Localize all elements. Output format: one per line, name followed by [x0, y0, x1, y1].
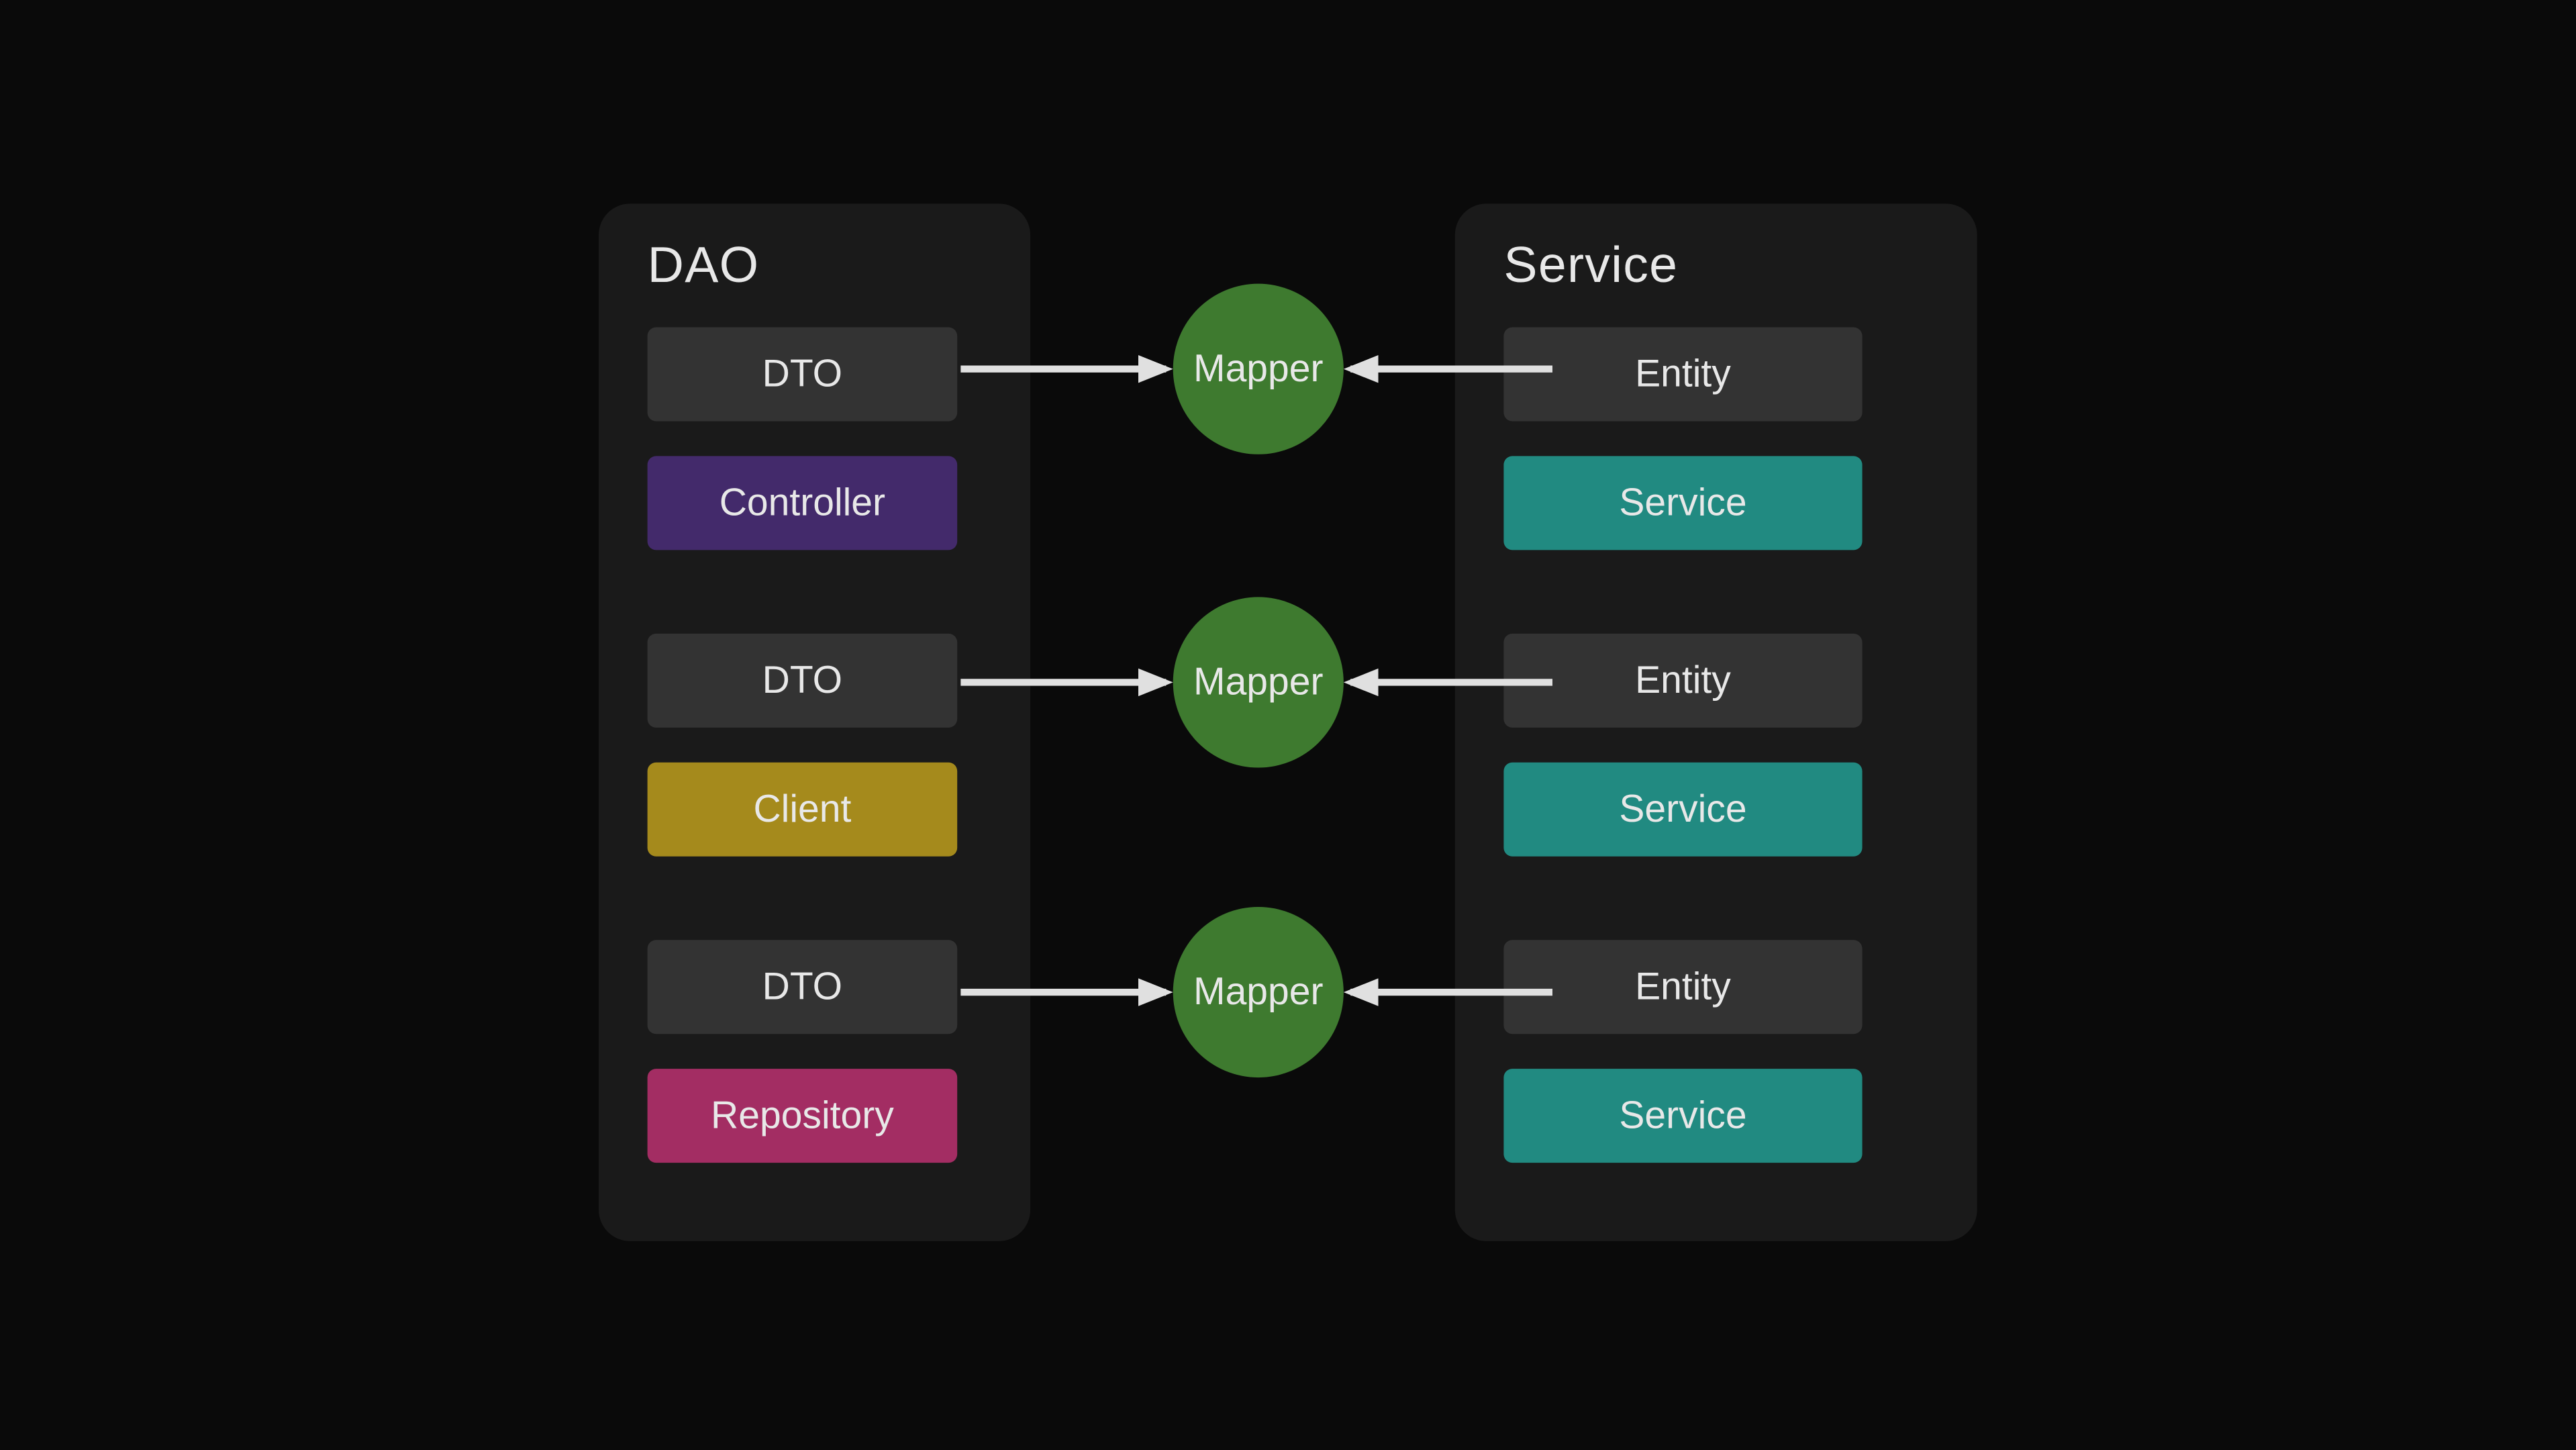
service-panel: Service Entity Service Entity Service En…: [1455, 203, 1977, 1241]
mapper-node: Mapper: [1173, 907, 1344, 1077]
dao-panel-title: DAO: [648, 238, 982, 296]
dao-group-1: DTO Client: [648, 634, 982, 857]
service-box: Service: [1504, 763, 1863, 857]
mapper-node: Mapper: [1173, 597, 1344, 767]
service-box: Service: [1504, 456, 1863, 550]
dto-box: DTO: [648, 634, 958, 728]
service-panel-title: Service: [1504, 238, 1929, 296]
dto-box: DTO: [648, 940, 958, 1034]
mapper-node: Mapper: [1173, 284, 1344, 454]
dao-group-2: DTO Repository: [648, 940, 982, 1163]
service-group-1: Entity Service: [1504, 634, 1929, 857]
entity-box: Entity: [1504, 940, 1863, 1034]
dao-group-0: DTO Controller: [648, 327, 982, 550]
service-group-2: Entity Service: [1504, 940, 1929, 1163]
entity-box: Entity: [1504, 327, 1863, 421]
repository-box: Repository: [648, 1069, 958, 1163]
client-box: Client: [648, 763, 958, 857]
controller-box: Controller: [648, 456, 958, 550]
entity-box: Entity: [1504, 634, 1863, 728]
dao-panel: DAO DTO Controller DTO Client DTO Reposi…: [599, 203, 1030, 1241]
service-box: Service: [1504, 1069, 1863, 1163]
dto-box: DTO: [648, 327, 958, 421]
service-group-0: Entity Service: [1504, 327, 1929, 550]
diagram-canvas: DAO DTO Controller DTO Client DTO Reposi…: [0, 0, 2576, 1450]
